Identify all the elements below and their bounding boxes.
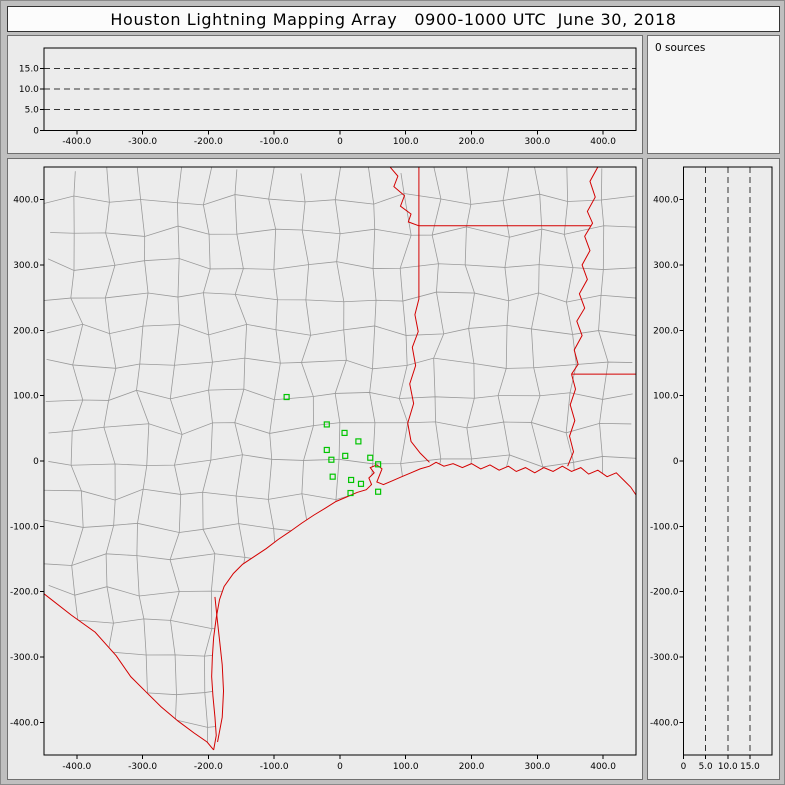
y-tick-label: -200.0	[650, 588, 679, 598]
y-tick-label: 200.0	[13, 326, 39, 336]
x-tick-label: 5.0	[699, 762, 713, 772]
lma-station-marker	[329, 473, 336, 480]
y-tick-label: 15.0	[19, 64, 39, 74]
y-tick-label: -100.0	[650, 522, 679, 532]
x-tick-label: -100.0	[260, 137, 289, 147]
x-tick-label: -300.0	[128, 762, 157, 772]
window-title: Houston Lightning Mapping Array 0900-100…	[110, 9, 677, 29]
x-tick-label: 400.0	[590, 762, 616, 772]
y-tick-label: 0	[33, 126, 39, 136]
gulf-mexico-region	[43, 462, 637, 756]
x-tick-label: 400.0	[590, 137, 616, 147]
x-tick-label: 10.0	[718, 762, 738, 772]
y-tick-label: -100.0	[10, 522, 39, 532]
x-tick-label: 0	[681, 762, 687, 772]
lma-station-marker	[328, 456, 335, 463]
panel-alt-vs-ns: 0 5.0 10.0 15.0 400.0 300.0 200.0 100.0 0 -100.0 -…	[647, 158, 780, 780]
lma-station-marker	[283, 393, 290, 401]
y-tick-label: 0	[33, 457, 39, 467]
lma-station-marker	[367, 454, 374, 461]
panel-source-count: 0 sources	[647, 35, 780, 154]
y-tick-label: 0	[673, 457, 679, 467]
lma-station-marker	[323, 446, 330, 454]
y-tick-label: 400.0	[653, 196, 679, 206]
state-border	[407, 166, 430, 463]
y-tick-label: 10.0	[19, 85, 39, 95]
lma-stations	[283, 393, 382, 497]
source-count-label: 0 sources	[655, 42, 706, 54]
x-tick-label: -400.0	[62, 762, 91, 772]
lma-station-marker	[375, 488, 382, 495]
y-tick-label: 100.0	[13, 392, 39, 402]
lma-station-marker	[323, 421, 330, 428]
lma-station-marker	[375, 461, 382, 468]
title-bar: Houston Lightning Mapping Array 0900-100…	[7, 6, 780, 32]
lma-station-marker	[357, 480, 365, 487]
panel-alt-vs-ew: -400.0 -300.0 -200.0 -100.0 0 100.0 200.0 300.0…	[7, 35, 643, 154]
x-tick-label: 300.0	[524, 137, 550, 147]
y-tick-label: 400.0	[13, 196, 39, 206]
map-layers	[43, 166, 637, 756]
state-border	[567, 373, 577, 467]
y-tick-label: -300.0	[650, 653, 679, 663]
panel-plan-view-map: -400.0 -300.0 -200.0 -100.0 0 100.0 200.0 300.0…	[7, 158, 643, 780]
barrier-island	[214, 596, 225, 743]
x-tick-label: 15.0	[740, 762, 760, 772]
lma-station-marker	[347, 489, 354, 497]
y-tick-label: 300.0	[653, 261, 679, 271]
map-plot[interactable]: -400.0 -300.0 -200.0 -100.0 0 100.0 200.0 300.0…	[8, 159, 642, 779]
lma-station-marker	[341, 429, 348, 437]
state-border	[571, 166, 599, 375]
x-tick-label: -200.0	[194, 762, 223, 772]
lma-station-marker	[348, 476, 355, 484]
state-border	[389, 166, 420, 227]
y-tick-label: 300.0	[13, 261, 39, 271]
x-tick-label: 300.0	[524, 762, 550, 772]
alt-ew-plot[interactable]: -400.0 -300.0 -200.0 -100.0 0 100.0 200.0 300.0…	[8, 36, 642, 153]
x-tick-label: 100.0	[393, 762, 419, 772]
alt-ns-plot[interactable]: 0 5.0 10.0 15.0 400.0 300.0 200.0 100.0 0 -100.0 -…	[648, 159, 779, 779]
y-tick-label: -300.0	[10, 653, 39, 663]
y-tick-label: 100.0	[653, 392, 679, 402]
gulf-coastline	[211, 461, 637, 750]
x-tick-label: 200.0	[459, 762, 485, 772]
x-tick-label: 100.0	[393, 137, 419, 147]
x-tick-label: -300.0	[128, 137, 157, 147]
lma-station-marker	[342, 452, 349, 459]
y-tick-label: -200.0	[10, 588, 39, 598]
y-tick-label: -400.0	[10, 718, 39, 728]
rio-grande-border	[43, 593, 215, 751]
x-tick-label: -200.0	[194, 137, 223, 147]
x-tick-label: 0	[337, 762, 343, 772]
x-tick-label: -400.0	[62, 137, 91, 147]
y-tick-label: -400.0	[650, 718, 679, 728]
y-tick-label: 5.0	[25, 106, 40, 116]
y-tick-label: 200.0	[653, 326, 679, 336]
x-tick-label: -100.0	[260, 762, 289, 772]
lma-station-marker	[355, 438, 362, 445]
x-tick-label: 200.0	[459, 137, 485, 147]
x-tick-label: 0	[337, 137, 343, 147]
